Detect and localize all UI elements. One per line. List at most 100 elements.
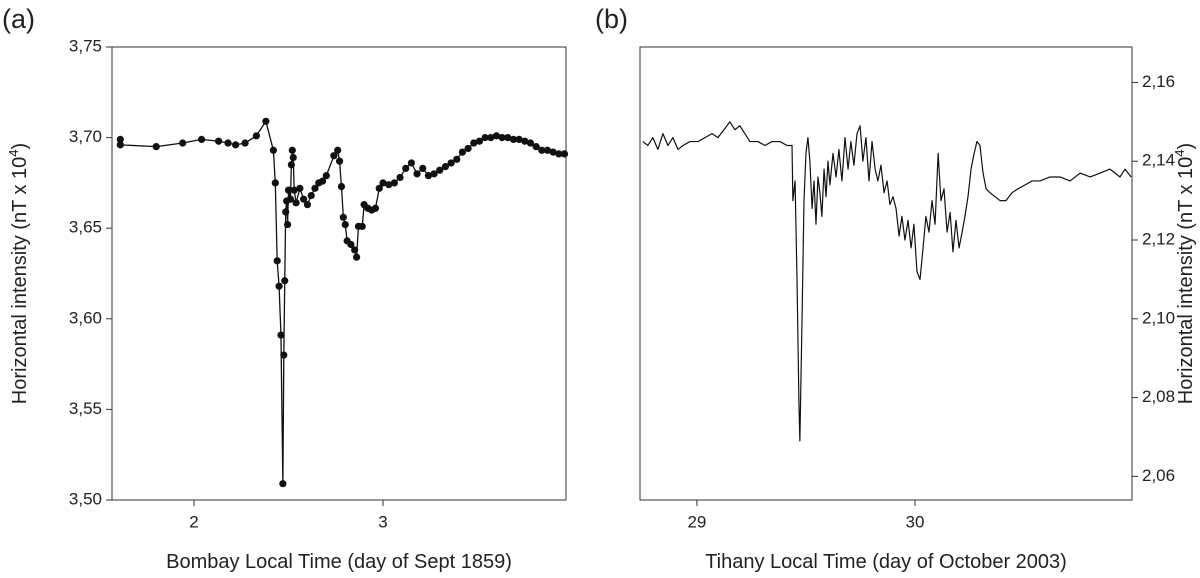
data-point (282, 208, 290, 216)
data-point (396, 173, 404, 182)
data-point (447, 159, 455, 167)
y-axis-label-text: Horizontal intensity (nT x 10 (1175, 157, 1197, 405)
data-point (375, 184, 383, 192)
data-point (275, 282, 283, 290)
data-point (385, 181, 393, 189)
data-point (560, 150, 569, 158)
y-tick-label: 3,70 (69, 127, 102, 146)
data-point (288, 146, 296, 154)
data-point (116, 141, 124, 149)
y-tick-label: 2,12 (1142, 230, 1175, 249)
data-point (273, 257, 281, 265)
y-tick-label: 2,06 (1142, 466, 1175, 485)
data-point (269, 146, 278, 154)
data-point (358, 222, 366, 230)
panel-label: (b) (595, 4, 628, 34)
data-point (504, 134, 512, 142)
data-point (290, 186, 298, 194)
data-point (296, 184, 304, 192)
data-point (318, 177, 327, 185)
data-point (347, 240, 355, 249)
data-point (311, 184, 319, 192)
data-point (152, 143, 160, 151)
data-point (287, 161, 295, 169)
plot-frame (111, 46, 567, 501)
data-point (379, 179, 387, 187)
data-point (464, 144, 472, 153)
data-point (277, 331, 285, 339)
y-tick-label: 2,10 (1142, 308, 1175, 327)
data-point (335, 157, 344, 165)
data-point (475, 137, 484, 145)
y-axis-label: Horizontal intensity (nT x 104) (6, 143, 31, 404)
x-axis-label: Bombay Local Time (day of Sept 1859) (166, 551, 512, 573)
data-point (232, 141, 240, 149)
data-point (371, 204, 380, 212)
x-tick-label: 30 (906, 512, 925, 531)
y-tick-label: 2,14 (1142, 151, 1175, 170)
y-tick-label: 3,50 (69, 489, 102, 508)
data-point (262, 117, 270, 125)
data-point (289, 153, 297, 162)
data-point (330, 152, 338, 160)
data-point (339, 213, 347, 221)
y-axis-label-exponent: 4 (6, 149, 21, 156)
data-point (436, 166, 444, 174)
data-point (492, 132, 501, 140)
data-point (286, 195, 295, 203)
data-point (281, 277, 289, 285)
data-point (402, 164, 410, 173)
data-point (351, 246, 359, 254)
data-point (300, 195, 308, 203)
data-point (322, 172, 330, 180)
y-axis-label-text: Horizontal intensity (nT x 10 (9, 157, 31, 405)
data-point (543, 146, 552, 154)
data-point (334, 146, 342, 154)
x-tick-label: 3 (378, 512, 387, 531)
data-point (337, 182, 346, 191)
data-point (283, 220, 292, 229)
y-tick-label: 3,60 (69, 308, 102, 327)
data-point (430, 170, 438, 178)
data-point (470, 139, 478, 147)
data-point (252, 132, 261, 140)
y-axis-label-exponent: 4 (1172, 149, 1187, 156)
data-point (555, 150, 563, 158)
data-point (279, 480, 287, 488)
data-point (481, 134, 489, 142)
data-point (215, 137, 223, 145)
data-point (424, 172, 433, 180)
data-point (526, 139, 535, 147)
data-point (197, 135, 206, 144)
data-line (119, 120, 565, 485)
data-point (341, 220, 349, 229)
data-point (280, 351, 288, 359)
data-point (419, 164, 427, 173)
data-point (532, 143, 540, 151)
y-tick-label: 3,65 (69, 218, 102, 237)
data-point (271, 179, 279, 187)
y-tick-label: 3,75 (69, 36, 102, 55)
data-point (441, 162, 450, 171)
data-point (292, 199, 300, 207)
data-point (509, 135, 518, 144)
y-tick-label: 3,55 (69, 399, 102, 418)
data-point (515, 135, 523, 144)
data-point (487, 134, 495, 142)
data-point (179, 139, 187, 147)
data-point (521, 137, 529, 145)
data-point (549, 148, 557, 156)
x-tick-label: 2 (189, 512, 198, 531)
data-point (241, 139, 249, 147)
x-axis-label: Tihany Local Time (day of October 2003) (705, 551, 1067, 573)
data-point (498, 134, 506, 142)
data-point (303, 201, 312, 209)
y-axis-label: Horizontal intensity (nT x 104) (1172, 143, 1197, 404)
data-point (458, 148, 467, 156)
y-tick-label: 2,16 (1142, 72, 1175, 91)
data-point (224, 139, 232, 147)
data-point (407, 159, 415, 167)
data-point (413, 170, 421, 178)
